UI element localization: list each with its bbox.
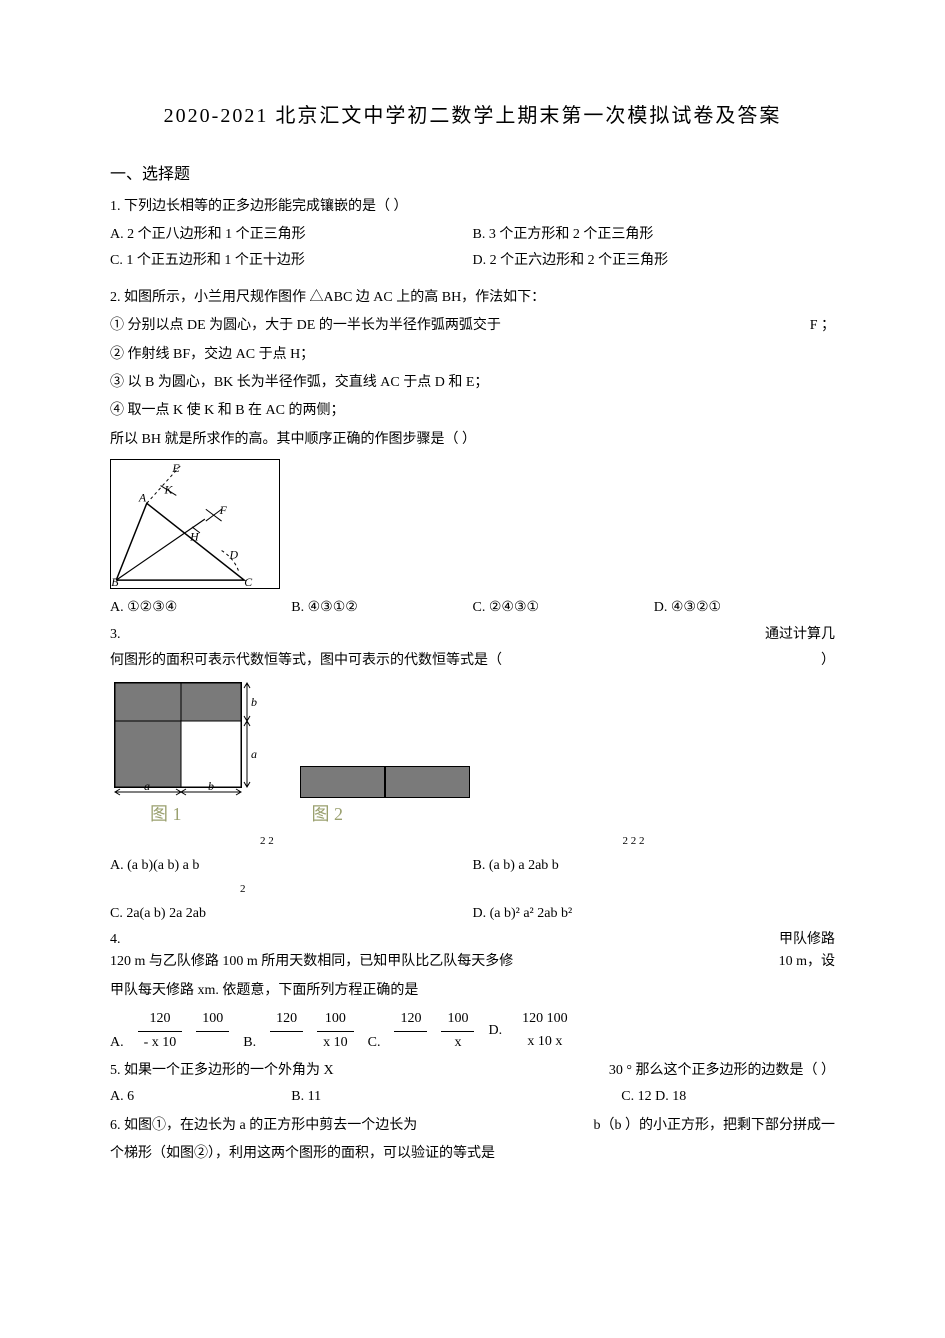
q1-opt-d: D. 2 个正六边形和 2 个正三角形 [473,250,836,272]
q2-figure: E K A F H D B C [110,459,835,589]
q3-opt-c: C. 2a(a b) 2a 2ab [110,903,473,925]
svg-text:B: B [111,575,118,588]
q3-line1a: 3. [110,624,121,646]
q1-opt-a: A. 2 个正八边形和 1 个正三角形 [110,224,473,246]
svg-text:a: a [251,747,257,761]
svg-text:b: b [208,779,214,793]
q4-label-b: B. [243,1032,256,1054]
q2-line4: ③ 以 B 为圆心，BK 长为半径作弧，交直线 AC 于点 D 和 E； [110,372,835,394]
q4-frac-d: 120 100 x 10 x [516,1008,574,1053]
q5-l1b: 30 ° 那么这个正多边形的边数是（ ） [609,1060,835,1082]
svg-text:K: K [163,483,173,497]
q1-opt-b: B. 3 个正方形和 2 个正三角形 [473,224,836,246]
q2-line3: ② 作射线 BF，交边 AC 于点 H； [110,344,835,366]
q4-frac-a1: 120 - x 10 [138,1008,183,1054]
q2-opt-b: B. ④③①② [291,597,472,619]
q3-figures: b a a b [110,678,835,798]
q4-l1b: 甲队修路 [779,929,835,951]
q4-frac-c1: 120 [394,1008,427,1031]
q4-l1a: 4. [110,929,121,951]
q3-sup2: 2 2 2 [473,833,836,851]
q3-row1: A. (a b)(a b) a b B. (a b) a 2ab b [110,855,835,877]
q4-label-c: C. [368,1032,381,1054]
q5-opt-cd: C. 12 D. 18 [473,1086,836,1108]
q2-line2a: ① 分别以点 DE 为圆心，大于 DE 的一半长为半径作弧两弧交于 [110,315,501,337]
svg-text:E: E [171,461,180,475]
q3-line1b: 通过计算几 [765,624,835,646]
q3-fig1-label: 图 1 [150,800,182,829]
q4-frac-b1: 120 [270,1008,303,1031]
q3-figure2 [300,766,470,798]
q6-l1b: b（b ）的小正方形，把剩下部分拼成一 [594,1115,836,1137]
q4-label-d: D. [488,1020,502,1042]
q2-line5: ④ 取一点 K 使 K 和 B 在 AC 的两侧； [110,400,835,422]
q2-line6: 所以 BH 就是所求作的高。其中顺序正确的作图步骤是（ ） [110,429,835,451]
q1-options-row2: C. 1 个正五边形和 1 个正十边形 D. 2 个正六边形和 2 个正三角形 [110,250,835,272]
q3-figure1: b a a b [110,678,260,798]
q5-l1a: 5. 如果一个正多边形的一个外角为 X [110,1060,334,1082]
q3-sup1: 2 2 [110,833,473,851]
q3-c-sup: 2 [110,881,835,899]
q3-opt-a: A. (a b)(a b) a b [110,855,473,877]
svg-text:a: a [144,779,150,793]
q2-opt-a: A. ①②③④ [110,597,291,619]
q4-frac-b2: 100 x 10 [317,1008,354,1054]
q3-figure-labels: 图 1 图 2 [110,800,835,829]
q1-opt-c: C. 1 个正五边形和 1 个正十边形 [110,250,473,272]
q4-frac-a2: 100 [196,1008,229,1031]
q4-l2a: 120 m 与乙队修路 100 m 所用天数相同，已知甲队比乙队每天多修 [110,951,513,973]
q4-l3: 甲队每天修路 xm. 依题意，下面所列方程正确的是 [110,980,835,1002]
q6-l2: 个梯形（如图②），利用这两个图形的面积，可以验证的等式是 [110,1143,835,1165]
q4-l2b: 10 m，设 [779,951,835,973]
q2-opt-d: D. ④③②① [654,597,835,619]
q3-row2: C. 2a(a b) 2a 2ab D. (a b)² a² 2ab b² [110,903,835,925]
svg-text:H: H [189,530,200,544]
svg-text:C: C [244,575,252,588]
q1-stem: 1. 下列边长相等的正多边形能完成镶嵌的是（ ） [110,196,835,218]
q4-options: A. 120 - x 10 100 B. 120 100 x 10 C. 120… [110,1008,835,1054]
q5-opt-a: A. 6 [110,1086,291,1108]
q3-line2b: ） [821,650,835,672]
q3-line2a: 何图形的面积可表示代数恒等式，图中可表示的代数恒等式是（ [110,650,502,672]
q5-opt-b: B. 11 [291,1086,472,1108]
page-title: 2020-2021 北京汇文中学初二数学上期末第一次模拟试卷及答案 [110,100,835,132]
q2-line2b: F ； [810,315,835,337]
q4-frac-c2: 100 x [441,1008,474,1054]
svg-text:b: b [251,695,257,709]
q2-line1: 2. 如图所示，小兰用尺规作图作 △ABC 边 AC 上的高 BH，作法如下： [110,287,835,309]
q3-opt-b: B. (a b) a 2ab b [473,855,836,877]
q2-opt-c: C. ②④③① [473,597,654,619]
q3-fig2-label: 图 2 [312,800,344,829]
q2-options: A. ①②③④ B. ④③①② C. ②④③① D. ④③②① [110,597,835,619]
q3-sup-row: 2 2 2 2 2 [110,833,835,851]
q3-opt-d: D. (a b)² a² 2ab b² [473,903,836,925]
svg-text:F: F [219,503,228,517]
q4-label-a: A. [110,1032,124,1054]
q6-l1a: 6. 如图①，在边长为 a 的正方形中剪去一个边长为 [110,1115,417,1137]
section-heading: 一、选择题 [110,162,835,188]
svg-text:D: D [228,548,238,562]
q5-options: A. 6 B. 11 C. 12 D. 18 [110,1086,835,1108]
svg-text:A: A [138,490,147,504]
q1-options-row1: A. 2 个正八边形和 1 个正三角形 B. 3 个正方形和 2 个正三角形 [110,224,835,246]
